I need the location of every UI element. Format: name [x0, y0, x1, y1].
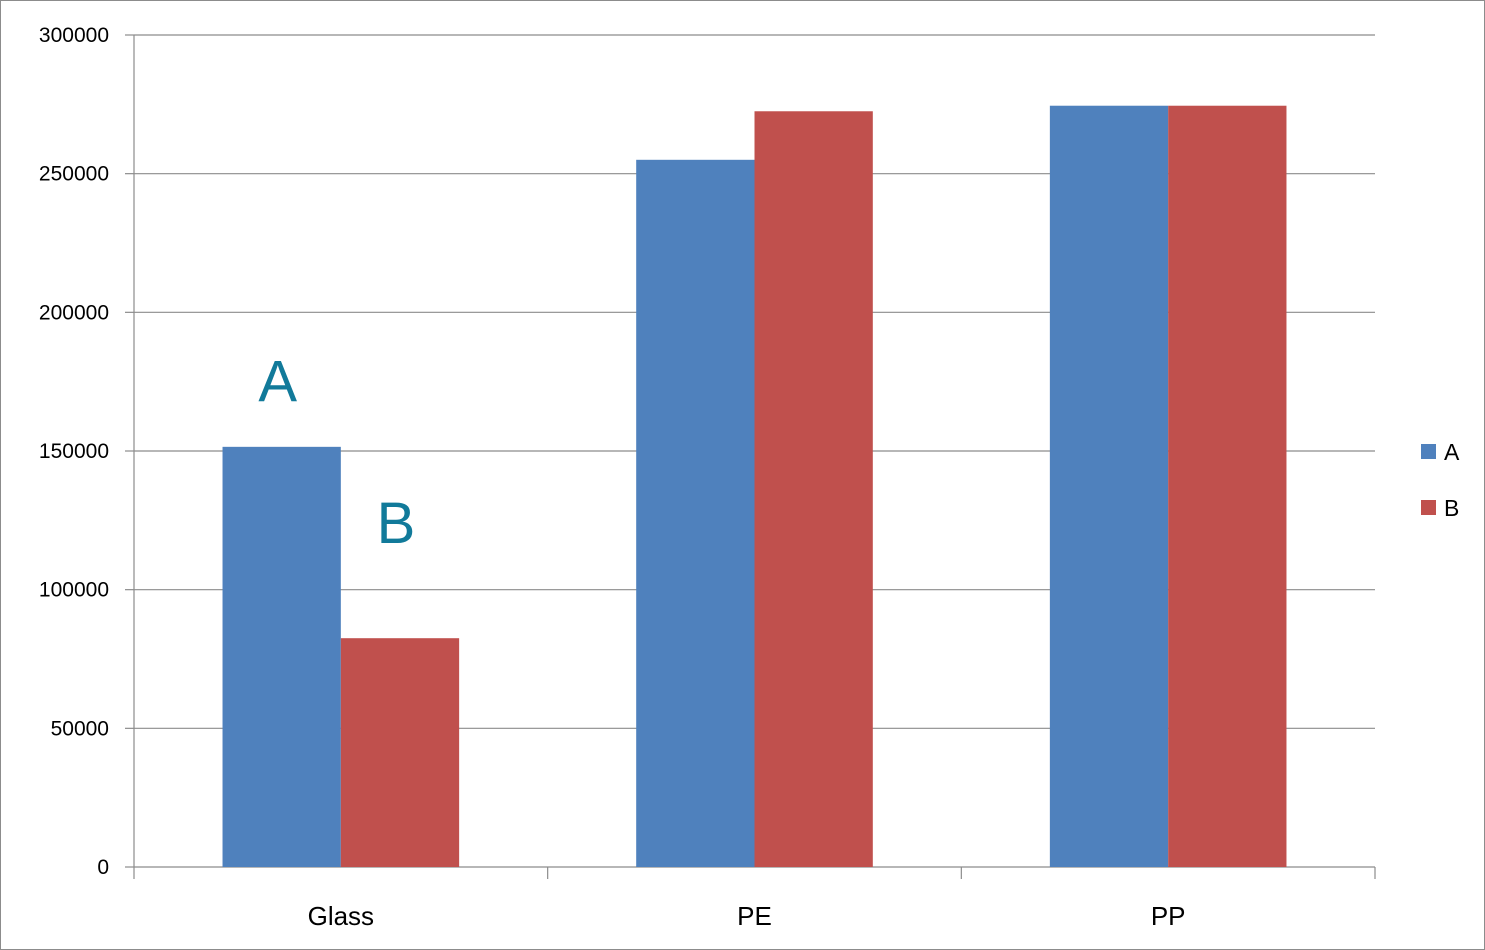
bar-A-PP: [1049, 105, 1169, 868]
x-category-label: Glass: [308, 901, 374, 931]
annotation-label: A: [258, 350, 297, 415]
y-tick-label: 150000: [39, 440, 109, 463]
bar-B-PE: [754, 111, 873, 868]
x-category-label: PE: [737, 901, 772, 931]
y-tick-label: 0: [97, 856, 109, 879]
legend-swatch: [1421, 500, 1436, 515]
y-tick-label: 300000: [39, 24, 109, 47]
bar-A-Glass: [222, 446, 341, 867]
y-tick-label: 200000: [39, 301, 109, 324]
bars: [222, 105, 1287, 868]
bar-B-PP: [1168, 105, 1287, 868]
legend-label: A: [1444, 439, 1460, 465]
annotation-label: B: [377, 491, 416, 556]
y-tick-label: 250000: [39, 163, 109, 186]
y-tick-label: 100000: [39, 579, 109, 602]
annotations: AB: [258, 350, 415, 556]
x-category-label: PP: [1151, 901, 1186, 931]
legend-label: B: [1444, 495, 1459, 521]
axis-labels: 0 50000 100000 150000 200000 250000 300000 Glas…: [39, 24, 1186, 931]
legend: AB: [1421, 439, 1460, 521]
legend-swatch: [1421, 444, 1436, 459]
bar-A-PE: [636, 159, 755, 868]
y-tick-label: 50000: [51, 717, 109, 740]
bar-B-Glass: [340, 638, 460, 867]
